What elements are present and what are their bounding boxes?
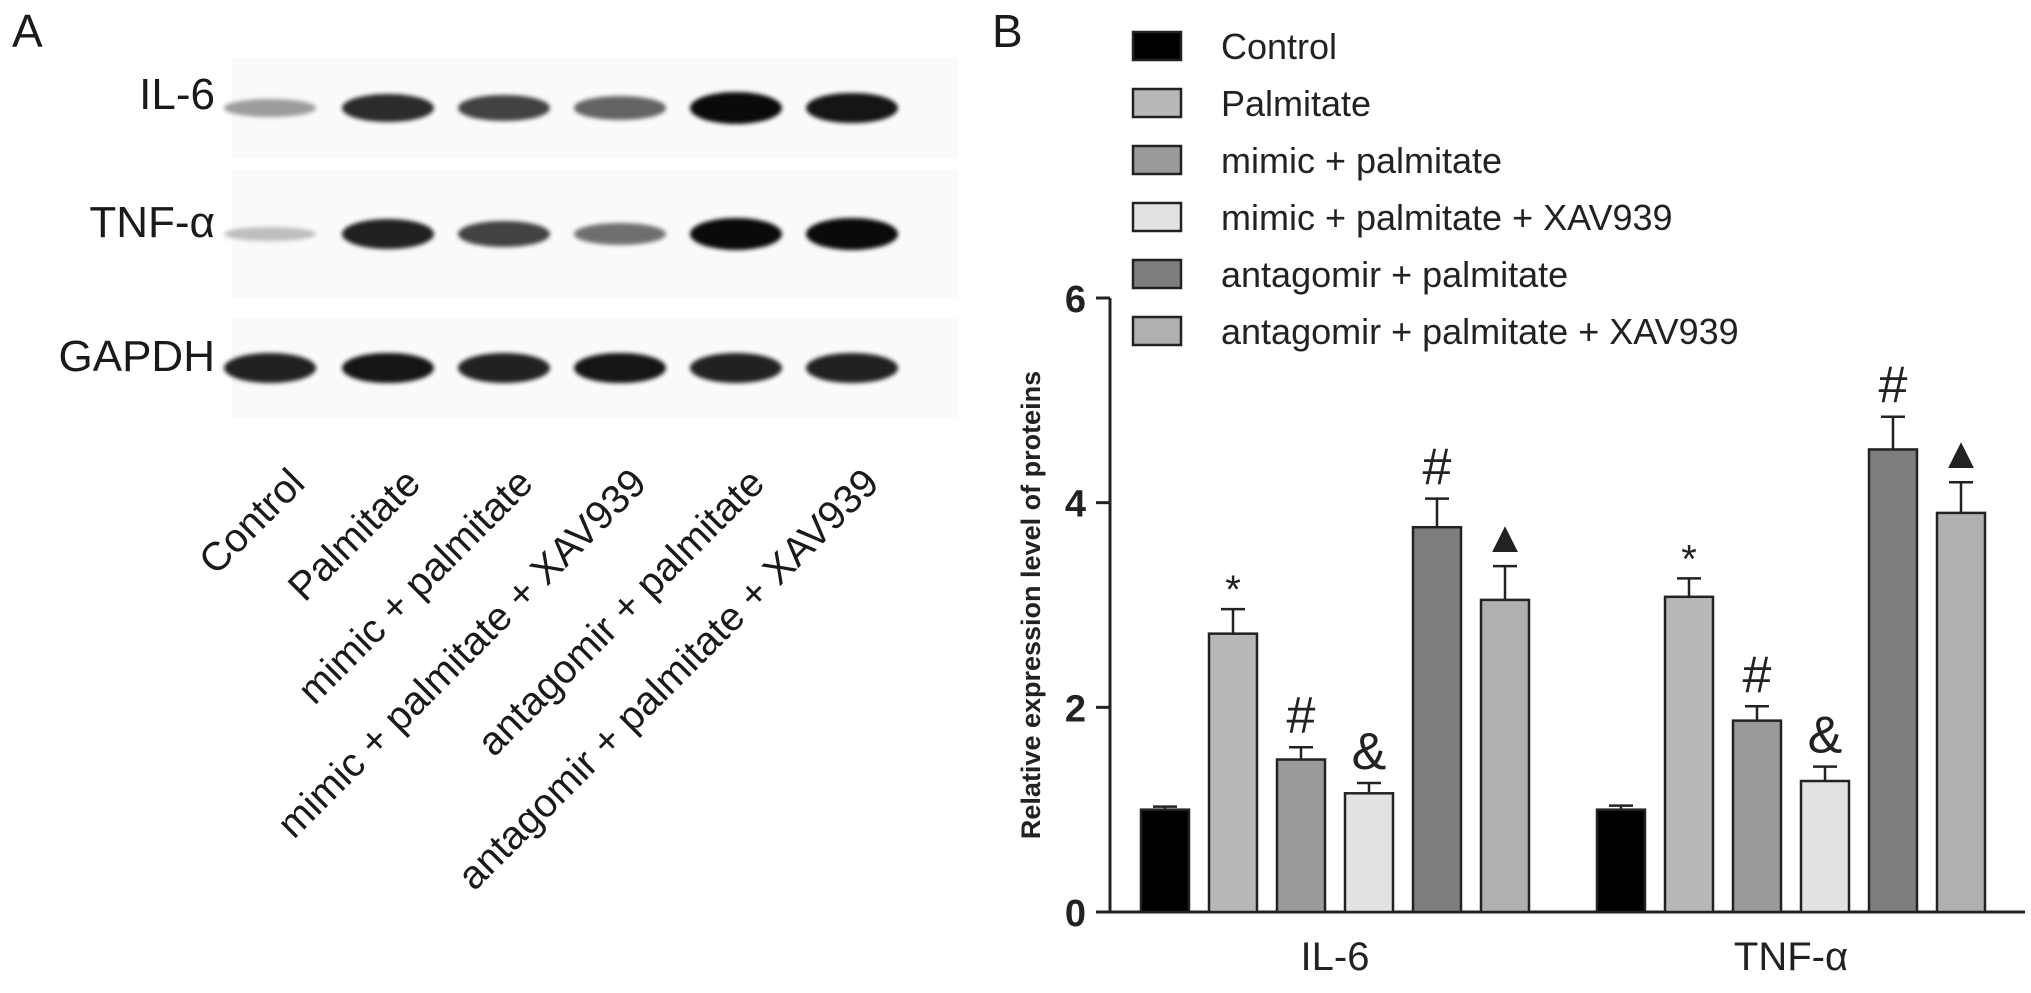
significance-marker: ▲: [1939, 429, 1983, 478]
legend-swatch: [1131, 87, 1183, 119]
legend-label: antagomir + palmitate: [1221, 254, 1568, 295]
legend-swatch: [1131, 315, 1183, 347]
blot-band: [224, 353, 316, 383]
y-axis-label: Relative expression level of proteins: [1016, 371, 1046, 839]
significance-marker: #: [1287, 687, 1316, 745]
blot-band: [690, 353, 782, 383]
bar: [1275, 758, 1327, 914]
legend-swatch: [1131, 258, 1183, 290]
blot-row-label: TNF-α: [89, 198, 215, 247]
legend-swatch: [1131, 30, 1183, 62]
blot-row-label: GAPDH: [58, 332, 215, 381]
bar: [1799, 779, 1851, 914]
blot-band: [806, 218, 898, 250]
blot-band: [458, 353, 550, 383]
panel-b-letter: B: [992, 5, 1023, 57]
bar: [1343, 792, 1395, 914]
blot-row-label: IL-6: [139, 70, 215, 119]
panel-a-letter: A: [12, 5, 43, 57]
blot-band: [224, 99, 316, 117]
legend-label: antagomir + palmitate + XAV939: [1221, 311, 1739, 352]
blot-band: [690, 92, 782, 124]
significance-marker: *: [1681, 537, 1697, 581]
blot-strip: [224, 170, 958, 298]
blot-band: [574, 352, 666, 384]
x-category-label: TNF-α: [1734, 935, 1848, 979]
significance-marker: #: [1743, 646, 1772, 704]
blot-band: [342, 219, 434, 249]
significance-marker: &: [1808, 707, 1843, 765]
blot-band: [690, 218, 782, 250]
blot-band: [458, 220, 550, 248]
bar: [1411, 525, 1463, 914]
legend-swatch: [1131, 144, 1183, 176]
blot-band: [342, 352, 434, 384]
blot-band: [224, 226, 316, 242]
significance-marker: ▲: [1483, 513, 1527, 562]
blot-band: [342, 93, 434, 123]
y-tick-label: 0: [1065, 893, 1086, 935]
blot-band: [574, 222, 666, 246]
significance-marker: #: [1879, 357, 1908, 415]
bar: [1479, 598, 1531, 914]
blot-strip: [224, 58, 958, 158]
bar: [1731, 719, 1783, 914]
blot-band: [806, 353, 898, 383]
bar: [1663, 595, 1715, 914]
x-category-label: IL-6: [1301, 935, 1370, 979]
y-tick-label: 4: [1065, 484, 1086, 526]
significance-marker: *: [1225, 568, 1241, 612]
legend-label: Control: [1221, 26, 1337, 67]
significance-marker: #: [1423, 439, 1452, 497]
bar: [1935, 511, 1987, 914]
legend-label: Palmitate: [1221, 83, 1371, 124]
legend-label: mimic + palmitate + XAV939: [1221, 197, 1673, 238]
bar: [1867, 448, 1919, 914]
significance-marker: &: [1352, 723, 1387, 781]
blot-strip: [224, 318, 958, 418]
legend-swatch: [1131, 201, 1183, 233]
blot-band: [458, 94, 550, 122]
blot-band: [574, 96, 666, 120]
y-tick-label: 2: [1065, 688, 1086, 730]
bar: [1207, 632, 1259, 914]
blot-band: [806, 92, 898, 124]
bar: [1595, 808, 1647, 914]
legend-label: mimic + palmitate: [1221, 140, 1502, 181]
bar: [1139, 808, 1191, 914]
y-tick-label: 6: [1065, 279, 1086, 321]
